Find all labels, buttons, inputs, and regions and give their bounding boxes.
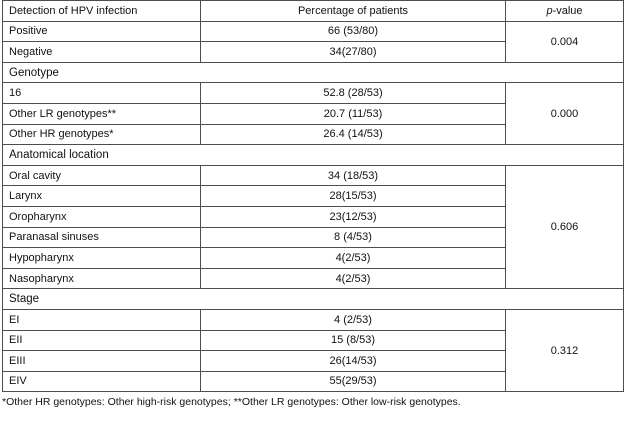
row-pvalue: 0.606 — [505, 164, 624, 290]
header-percentage: Percentage of patients — [200, 0, 506, 22]
row-pvalue: 0.004 — [505, 20, 624, 63]
table-row: Paranasal sinuses 8 (4/53) — [2, 226, 624, 249]
header-pvalue-suffix: -value — [552, 4, 583, 17]
row-label: EII — [2, 329, 201, 352]
row-percentage: 66 (53/80) — [200, 20, 506, 43]
row-label: Paranasal sinuses — [2, 226, 201, 249]
row-percentage: 15 (8/53) — [200, 329, 506, 352]
table-body: Positive 66 (53/80) 0.004 Negative 34(27/80)… — [2, 20, 624, 393]
row-label: Oral cavity — [2, 164, 201, 187]
row-pvalue: 0.312 — [505, 308, 624, 393]
row-label: EIV — [2, 370, 201, 393]
header-pvalue-p: p — [546, 4, 553, 17]
row-percentage: 8 (4/53) — [200, 226, 506, 249]
row-label: Oropharynx — [2, 205, 201, 228]
row-percentage: 4 (2/53) — [200, 308, 506, 331]
header-pvalue: p-value — [505, 0, 624, 22]
table-row: Oral cavity 34 (18/53) 0.606 — [2, 164, 624, 290]
row-percentage: 4(2/53) — [200, 267, 506, 290]
row-percentage: 23(12/53) — [200, 205, 506, 228]
row-percentage: 52.8 (28/53) — [200, 82, 506, 104]
table-row: Negative 34(27/80) — [2, 41, 624, 63]
section-heading-row: Anatomical location — [2, 144, 624, 166]
table-row: EI 4 (2/53) 0.312 — [2, 308, 624, 393]
table-row: 16 52.8 (28/53) 0.000 — [2, 82, 624, 146]
row-label: 16 — [2, 82, 201, 104]
row-label: Nasopharynx — [2, 267, 201, 290]
table-row: Hypopharynx 4(2/53) — [2, 247, 624, 269]
hpv-results-table: Detection of HPV infection Percentage of… — [2, 0, 624, 393]
row-label: EI — [2, 308, 201, 331]
section-heading: Genotype — [2, 61, 624, 84]
section-heading: Stage — [2, 288, 624, 310]
row-label: Positive — [2, 20, 201, 43]
row-percentage: 55(29/53) — [200, 370, 506, 393]
row-label: Other LR genotypes** — [2, 102, 201, 125]
row-percentage: 34(27/80) — [200, 41, 506, 63]
table-row: Oropharynx 23(12/53) — [2, 205, 624, 228]
row-label: Negative — [2, 41, 201, 63]
row-percentage: 28(15/53) — [200, 185, 506, 207]
row-label: EIII — [2, 350, 201, 372]
row-pvalue: 0.000 — [505, 82, 624, 146]
table-row: Other LR genotypes** 20.7 (11/53) — [2, 102, 624, 125]
header-detection: Detection of HPV infection — [2, 0, 201, 22]
section-heading: Anatomical location — [2, 144, 624, 166]
row-label: Larynx — [2, 185, 201, 207]
row-percentage: 20.7 (11/53) — [200, 102, 506, 125]
table-row: EIV 55(29/53) — [2, 370, 624, 393]
row-label: Other HR genotypes* — [2, 123, 201, 146]
row-percentage: 34 (18/53) — [200, 164, 506, 187]
row-percentage: 26(14/53) — [200, 350, 506, 372]
table-row: Positive 66 (53/80) 0.004 — [2, 20, 624, 63]
table-footnote: *Other HR genotypes: Other high-risk gen… — [2, 396, 461, 409]
document-page: Detection of HPV infection Percentage of… — [2, 0, 624, 409]
table-row: EII 15 (8/53) — [2, 329, 624, 352]
section-heading-row: Stage — [2, 288, 624, 310]
row-label: Hypopharynx — [2, 247, 201, 269]
table-header-row: Detection of HPV infection Percentage of… — [2, 0, 624, 22]
section-heading-row: Genotype — [2, 61, 624, 84]
row-percentage: 4(2/53) — [200, 247, 506, 269]
row-percentage: 26.4 (14/53) — [200, 123, 506, 146]
table-row: Larynx 28(15/53) — [2, 185, 624, 207]
